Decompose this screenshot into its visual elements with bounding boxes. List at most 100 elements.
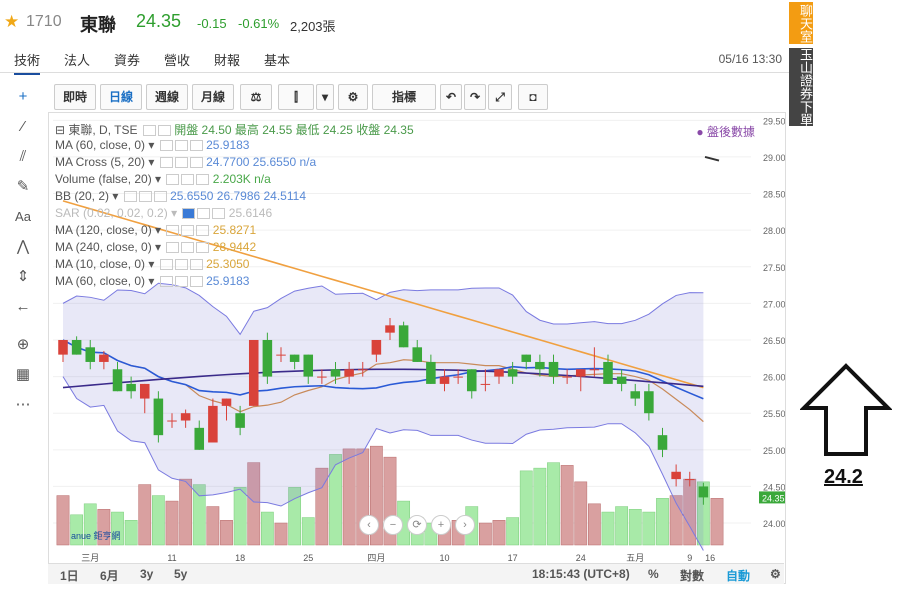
monthly-button[interactable]: 月線	[192, 84, 234, 110]
zoom-out-icon[interactable]: −	[383, 515, 403, 535]
compare-icon[interactable]: ⚖	[240, 84, 272, 110]
after-hours-data-link[interactable]: ● 盤後數據	[696, 125, 755, 139]
legend-label: Volume (false, 20)	[55, 172, 152, 186]
favorite-star-icon[interactable]: ★	[4, 12, 20, 31]
measure-icon[interactable]: ⇕	[16, 268, 30, 285]
candle	[453, 376, 463, 378]
x-tick-label: 五月	[626, 553, 644, 563]
legend-value: 28.9442	[212, 240, 257, 254]
reset-icon[interactable]: ⟳	[407, 515, 427, 535]
legend-row[interactable]: SAR (0.02, 0.02, 0.2) ▾ 25.6146	[55, 206, 273, 220]
ruler-icon[interactable]: ▦	[15, 366, 31, 383]
auto-toggle[interactable]: 自動	[726, 569, 751, 583]
fullscreen-icon[interactable]: ⤢	[488, 84, 512, 110]
gear-icon[interactable]: ⚙	[338, 84, 368, 110]
legend-row[interactable]: MA (240, close, 0) ▾ 28.9442	[55, 240, 257, 254]
legend-row[interactable]: MA (10, close, 0) ▾ 25.3050	[55, 257, 250, 271]
indicator-button[interactable]: 指標	[372, 84, 436, 110]
trendline-icon[interactable]: ⁄	[21, 118, 25, 135]
x-tick-label: 三月	[81, 553, 99, 563]
x-tick-label: 9	[687, 553, 692, 563]
ma-60-line	[62, 339, 704, 400]
candle	[235, 413, 245, 428]
zoom-icon[interactable]: ⊕	[16, 336, 30, 353]
legend-value: 25.9183	[206, 274, 250, 288]
chart-area[interactable]: 29.50 29.00 28.50 28.00 27.50 27.00 26.50 26.00…	[48, 112, 786, 584]
legend-value: 25.9183	[206, 138, 250, 152]
price-chart[interactable]: 29.50 29.00 28.50 28.00 27.50 27.00 26.50 26.00…	[49, 113, 785, 563]
volume-bar	[165, 500, 179, 546]
legend-row[interactable]: MA Cross (5, 20) ▾ 24.7700 25.6550 n/a	[55, 155, 317, 169]
candle	[548, 361, 559, 377]
y-tick-label: 27.00	[763, 299, 785, 309]
volume-bar	[656, 498, 669, 546]
tab-margin[interactable]: 資券	[114, 53, 141, 68]
legend-title: ⊟ 東聯, D, TSE 開盤 24.50 最高 24.55 最低 24.25 …	[55, 123, 414, 137]
chatroom-side-tab[interactable]: 聊天室	[789, 2, 813, 44]
candle	[276, 354, 286, 356]
candle	[644, 391, 654, 414]
price-annotation: 24.2	[824, 466, 863, 488]
tab-institutional[interactable]: 法人	[64, 53, 91, 68]
crosshair-icon[interactable]: +	[18, 88, 28, 105]
ma-120-line	[62, 368, 704, 389]
tab-revenue[interactable]: 營收	[164, 53, 191, 68]
anue-logo: anue 鉅亨網	[71, 531, 121, 541]
undo-icon[interactable]: ↶	[440, 84, 462, 110]
volume-bar	[138, 484, 152, 546]
legend-row[interactable]: Volume (false, 20) ▾ 2.203K n/a	[55, 172, 271, 186]
scroll-right-icon[interactable]: ›	[455, 515, 475, 535]
candle	[71, 339, 82, 355]
camera-icon[interactable]: ◘	[518, 84, 548, 110]
range-3y[interactable]: 3y	[140, 567, 154, 581]
legend-row[interactable]: MA (60, close, 0) ▾ 25.9183	[55, 138, 250, 152]
redo-icon[interactable]: ↷	[464, 84, 486, 110]
volume-bar	[587, 503, 601, 546]
x-tick-label: 18	[235, 553, 245, 563]
legend-eye-icon[interactable]	[142, 125, 156, 137]
legend-row[interactable]: MA (60, close, 0) ▾ 25.9183	[55, 274, 250, 288]
percent-toggle[interactable]: %	[648, 567, 659, 581]
candle	[494, 369, 504, 377]
volume-bar	[247, 462, 261, 546]
text-tool-icon[interactable]: Aa	[15, 209, 31, 224]
candle	[371, 339, 382, 355]
volume-bar	[220, 520, 233, 546]
legend-settings-icon[interactable]	[157, 125, 171, 137]
more-icon[interactable]: ⋯	[15, 396, 31, 413]
scroll-left-icon[interactable]: ‹	[359, 515, 379, 535]
tab-technical[interactable]: 技術	[14, 50, 41, 75]
range-5y[interactable]: 5y	[174, 567, 188, 581]
legend-value: 25.6146	[228, 206, 273, 220]
zoom-in-icon[interactable]: +	[431, 515, 451, 535]
volume-bar	[492, 520, 506, 546]
esun-order-side-tab[interactable]: 玉山證券下單	[789, 48, 813, 126]
intraday-button[interactable]: 即時	[54, 84, 96, 110]
chevron-down-icon[interactable]: ▾	[316, 84, 334, 110]
log-toggle[interactable]: 對數	[680, 569, 705, 583]
last-price-tag	[759, 491, 785, 504]
range-6m[interactable]: 6月	[100, 569, 119, 583]
x-tick-label: 11	[167, 553, 176, 563]
back-arrow-icon[interactable]: ←	[15, 298, 31, 315]
y-tick-label: 25.50	[763, 409, 785, 419]
brush-icon[interactable]: ✎	[16, 178, 30, 195]
daily-button[interactable]: 日線	[100, 84, 142, 110]
candle	[616, 376, 627, 384]
chart-bottom-bar: 1日 6月 3y 5y 18:15:43 (UTC+8) % 對數 自動 ⚙	[48, 563, 784, 584]
candle	[289, 354, 300, 362]
legend-row[interactable]: MA (120, close, 0) ▾ 25.8271	[55, 223, 257, 237]
range-1d[interactable]: 1日	[60, 569, 79, 583]
tab-financials[interactable]: 財報	[214, 53, 241, 68]
volume-bar	[615, 506, 629, 546]
volume-bar	[192, 484, 206, 546]
candle	[99, 354, 109, 362]
legend-row[interactable]: BB (20, 2) ▾ 25.6550 26.7986 24.5114	[55, 189, 306, 203]
pattern-icon[interactable]: ⋀	[16, 238, 30, 255]
settings-icon[interactable]: ⚙	[770, 567, 781, 581]
x-tick-label: 25	[303, 553, 313, 563]
weekly-button[interactable]: 週線	[146, 84, 188, 110]
chart-type-icon[interactable]: ⫿	[278, 84, 314, 110]
fib-icon[interactable]: ⫽	[19, 148, 27, 165]
tab-basic[interactable]: 基本	[264, 53, 291, 68]
